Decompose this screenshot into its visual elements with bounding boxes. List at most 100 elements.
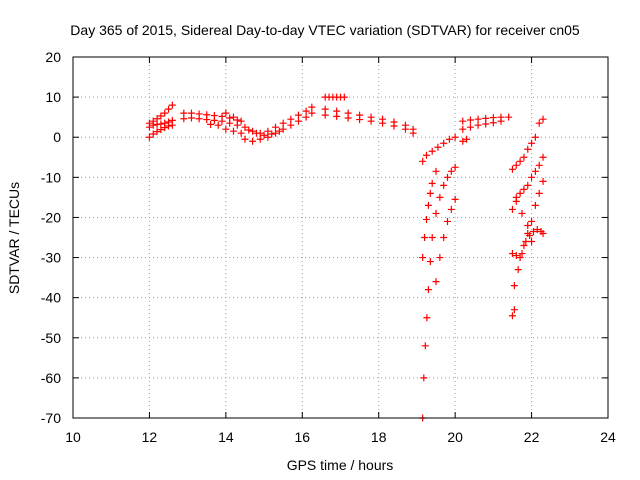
data-point bbox=[226, 119, 234, 127]
data-point bbox=[428, 147, 436, 155]
data-point bbox=[287, 121, 295, 129]
data-point bbox=[426, 189, 434, 197]
x-tick-label: 22 bbox=[524, 429, 540, 445]
data-point bbox=[264, 127, 272, 135]
data-point bbox=[272, 129, 280, 137]
data-point bbox=[510, 282, 518, 290]
data-point bbox=[195, 115, 203, 123]
data-point bbox=[524, 145, 532, 153]
data-point bbox=[222, 125, 230, 133]
data-point bbox=[510, 306, 518, 314]
data-point bbox=[497, 113, 505, 121]
data-point bbox=[422, 151, 430, 159]
x-tick-label: 10 bbox=[65, 429, 81, 445]
data-point bbox=[528, 139, 536, 147]
data-point bbox=[440, 139, 448, 147]
data-point bbox=[447, 167, 455, 175]
series-arc-d2 bbox=[321, 105, 417, 133]
data-point bbox=[308, 103, 316, 111]
data-point bbox=[531, 133, 539, 141]
data-point bbox=[474, 115, 482, 123]
data-point bbox=[153, 128, 161, 136]
data-point bbox=[489, 114, 497, 122]
data-point bbox=[524, 221, 532, 229]
y-tick-label: -30 bbox=[41, 250, 61, 266]
data-point bbox=[287, 115, 295, 123]
series-arc-f3 bbox=[459, 135, 471, 145]
y-tick-label: -40 bbox=[41, 290, 61, 306]
data-point bbox=[145, 133, 153, 141]
series-arc-g2 bbox=[508, 153, 547, 213]
data-point bbox=[516, 254, 524, 262]
data-point bbox=[440, 234, 448, 241]
data-point bbox=[422, 215, 430, 223]
data-point bbox=[428, 234, 436, 241]
data-point bbox=[535, 189, 543, 197]
series-arc-g5 bbox=[508, 306, 518, 320]
series-arc-d3 bbox=[321, 111, 417, 137]
data-point bbox=[421, 234, 429, 241]
series-arc-e2 bbox=[419, 163, 459, 422]
data-point bbox=[180, 115, 188, 123]
data-point bbox=[445, 135, 453, 143]
data-point bbox=[145, 123, 153, 131]
data-point bbox=[230, 113, 237, 121]
series-arc-b2 bbox=[180, 114, 241, 129]
data-point bbox=[187, 114, 195, 122]
data-point bbox=[390, 122, 398, 130]
data-point bbox=[230, 127, 237, 135]
x-tick-label: 20 bbox=[447, 429, 463, 445]
data-point bbox=[302, 107, 310, 115]
data-point bbox=[520, 153, 528, 161]
data-point bbox=[528, 217, 536, 225]
plot-frame bbox=[72, 56, 609, 419]
series-arc-e3 bbox=[419, 167, 440, 262]
data-point bbox=[436, 254, 444, 262]
chart-title: Day 365 of 2015, Sidereal Day-to-day VTE… bbox=[70, 22, 580, 38]
series-arc-g4 bbox=[510, 225, 547, 290]
data-point bbox=[321, 111, 329, 119]
data-point bbox=[524, 181, 532, 189]
data-point bbox=[516, 157, 524, 165]
data-point bbox=[518, 209, 526, 217]
data-point bbox=[539, 177, 547, 185]
data-point bbox=[356, 116, 364, 124]
data-point bbox=[436, 193, 444, 201]
y-tick-label: 20 bbox=[45, 49, 61, 65]
data-points bbox=[145, 93, 547, 422]
data-point bbox=[149, 121, 157, 129]
data-point bbox=[168, 101, 176, 109]
data-point bbox=[249, 137, 257, 145]
data-point bbox=[367, 117, 375, 125]
data-point bbox=[241, 123, 249, 131]
data-point bbox=[340, 93, 348, 101]
data-point bbox=[241, 135, 249, 143]
data-point bbox=[535, 161, 543, 169]
data-point bbox=[426, 258, 434, 266]
data-point bbox=[512, 161, 520, 169]
data-point bbox=[528, 173, 536, 181]
x-tick-label: 16 bbox=[294, 429, 310, 445]
data-point bbox=[294, 117, 302, 125]
data-point bbox=[321, 105, 329, 113]
data-point bbox=[419, 157, 427, 165]
series-arc-g1 bbox=[508, 133, 539, 173]
data-point bbox=[260, 131, 268, 139]
y-tick-label: -60 bbox=[41, 370, 61, 386]
data-point bbox=[440, 181, 448, 189]
data-point bbox=[432, 209, 440, 217]
data-point bbox=[512, 193, 520, 201]
data-point bbox=[508, 165, 516, 173]
y-tick-label: -50 bbox=[41, 330, 61, 346]
data-point bbox=[203, 116, 211, 124]
data-point bbox=[535, 119, 543, 127]
series-arc-c1 bbox=[241, 109, 316, 145]
data-point bbox=[279, 125, 287, 133]
data-point bbox=[459, 125, 467, 133]
y-tick-label: 10 bbox=[45, 89, 61, 105]
axis-ticks: 10 12 14 16 18 20 22 24 20 10 0 -10 -20 -30 -40 -50 -60 -… bbox=[41, 49, 616, 445]
data-point bbox=[459, 117, 467, 125]
data-point bbox=[237, 117, 245, 125]
